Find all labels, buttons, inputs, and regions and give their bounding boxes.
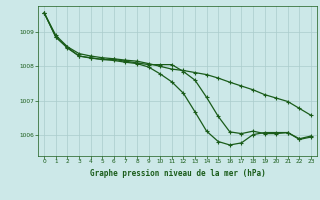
X-axis label: Graphe pression niveau de la mer (hPa): Graphe pression niveau de la mer (hPa) (90, 169, 266, 178)
